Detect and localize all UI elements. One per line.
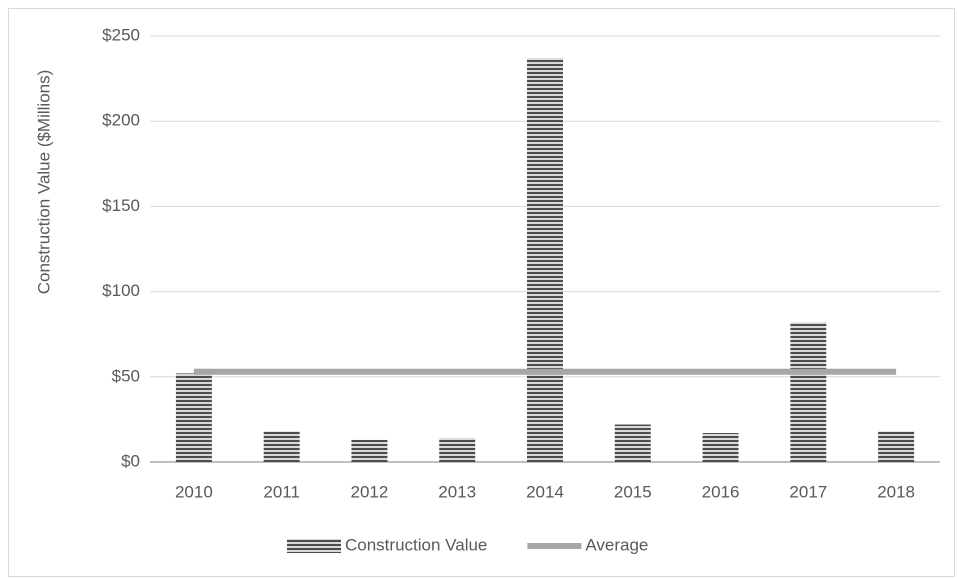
y-axis-title: Construction Value ($Millions) — [34, 70, 53, 295]
x-tick-label: 2018 — [877, 482, 915, 501]
legend-label: Construction Value — [345, 535, 487, 554]
bar — [263, 431, 300, 462]
legend-swatch — [287, 539, 341, 553]
x-tick-label: 2014 — [526, 482, 564, 501]
y-tick-label: $50 — [112, 366, 140, 385]
bar — [614, 424, 651, 462]
y-tick-label: $200 — [102, 111, 140, 130]
x-tick-label: 2015 — [614, 482, 652, 501]
x-tick-label: 2012 — [351, 482, 389, 501]
bar — [790, 322, 827, 462]
y-tick-label: $250 — [102, 25, 140, 44]
legend-label: Average — [585, 535, 648, 554]
x-tick-label: 2016 — [702, 482, 740, 501]
x-tick-label: 2011 — [263, 482, 300, 501]
bar — [527, 58, 563, 462]
chart-frame — [8, 8, 955, 577]
y-tick-label: $100 — [102, 281, 140, 300]
y-tick-label: $150 — [102, 196, 140, 215]
bar — [878, 431, 915, 462]
bar — [351, 439, 388, 462]
x-tick-label: 2013 — [438, 482, 476, 501]
bar — [175, 373, 212, 462]
x-tick-label: 2010 — [175, 482, 213, 501]
bar — [439, 438, 476, 462]
y-tick-label: $0 — [121, 451, 140, 470]
x-tick-label: 2017 — [789, 482, 827, 501]
bar — [702, 433, 739, 462]
